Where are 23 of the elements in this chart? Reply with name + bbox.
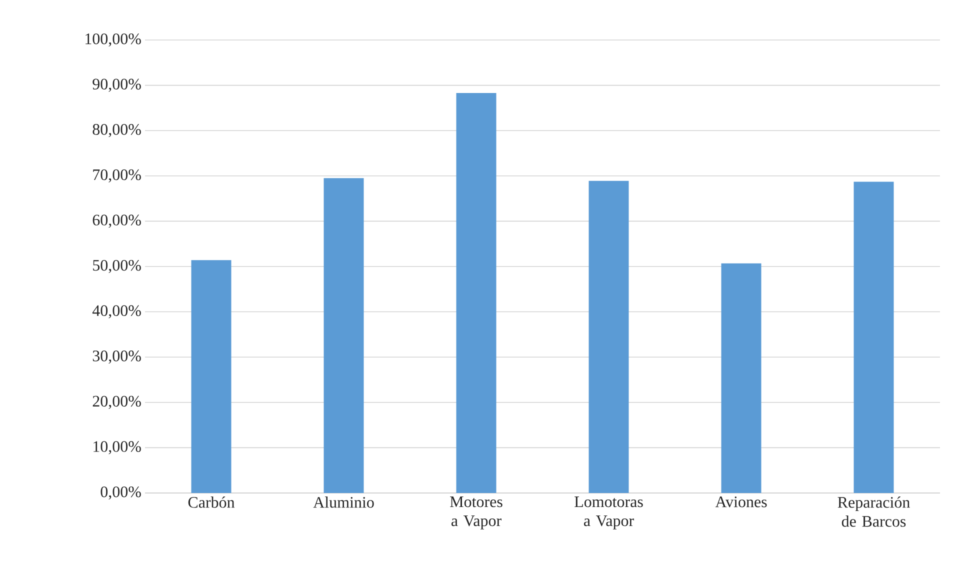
bar [324, 178, 364, 493]
y-tick-label: 60,00% [92, 214, 141, 228]
bar [588, 180, 629, 493]
bar [191, 260, 232, 493]
bar [854, 182, 894, 493]
bar [721, 263, 762, 493]
x-tick-label: Aviones [715, 496, 767, 508]
bar [456, 92, 496, 493]
x-tick-label: Reparación de Barcos [838, 496, 910, 527]
y-tick-label: 10,00% [94, 441, 141, 454]
y-tick-label: 30,00% [92, 350, 141, 364]
y-tick-label: 90,00% [92, 78, 141, 92]
x-tick-label: Motores a Vapor [450, 496, 502, 530]
y-tick-label: 100,00% [86, 33, 141, 47]
x-tick-label: Carbón [188, 496, 235, 508]
y-tick-label: 40,00% [92, 305, 141, 318]
y-tick-label: 80,00% [92, 124, 141, 138]
y-tick-label: 50,00% [93, 260, 141, 274]
x-tick-label: Aluminio [313, 496, 374, 508]
y-tick-label: 70,00% [93, 169, 141, 182]
x-tick-label: Lomotoras a Vapor [574, 496, 643, 530]
y-tick-label: 0,00% [100, 486, 141, 500]
y-tick-label: 20,00% [92, 396, 141, 409]
